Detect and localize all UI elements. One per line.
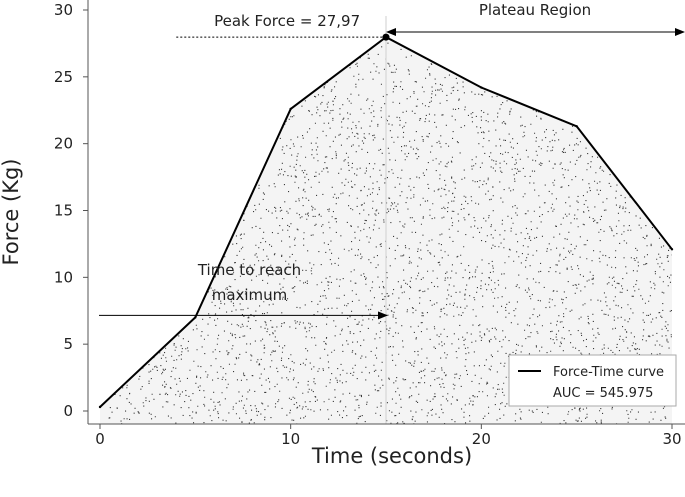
y-tick-label: 25 [54,68,73,86]
legend-entry-force-time: Force-Time curve [553,365,664,380]
series-point [194,316,197,319]
y-tick-label: 0 [63,402,73,420]
y-axis-title: Force (Kg) [0,159,23,266]
time-to-max-label-line2: maximum [212,286,288,304]
y-tick-label: 10 [54,268,73,286]
time-to-max-label-line1: Time to reach [197,261,301,279]
peak-marker [382,33,390,41]
plateau-region-label: Plateau Region [479,1,591,19]
series-point [98,405,102,409]
legend-auc-note: AUC = 545.975 [553,386,653,401]
y-tick-label: 30 [54,1,73,19]
x-axis-ticks: 0 10 20 30 [95,424,682,448]
x-tick-label: 10 [281,430,300,448]
y-axis-ticks: 0 5 10 15 20 25 30 [54,1,88,420]
peak-force-label: Peak Force = 27,97 [214,12,360,30]
y-tick-label: 15 [54,202,73,220]
series-point [289,107,292,111]
series-point [670,248,674,251]
legend: Force-Time curve AUC = 545.975 [508,354,677,407]
y-tick-label: 20 [54,135,73,153]
legend-box [508,354,677,407]
series-point [480,86,483,89]
x-axis-title: Time (seconds) [311,444,472,468]
x-tick-label: 0 [95,430,105,448]
x-tick-label: 20 [472,430,491,448]
x-tick-label: 30 [662,430,681,448]
stipple-texture [100,37,672,424]
y-tick-label: 5 [63,335,73,353]
series-point [575,125,578,128]
